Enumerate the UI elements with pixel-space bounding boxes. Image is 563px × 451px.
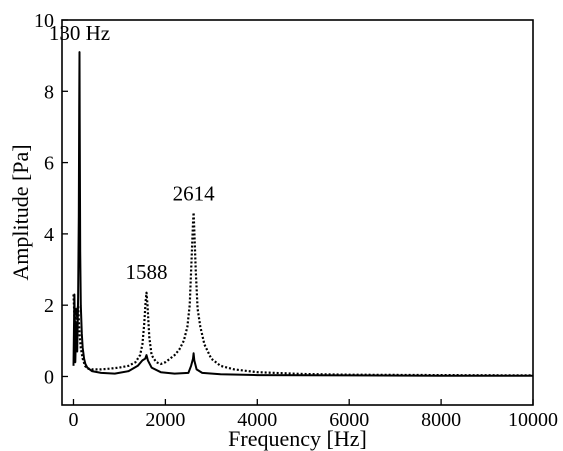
axes-layer: 0 2000 4000 6000 8000 10000 0 2 4 6 8 10 — [34, 10, 558, 431]
x-tick-label: 4000 — [237, 409, 277, 431]
y-tick-label: 4 — [44, 224, 54, 246]
y-tick-label: 6 — [44, 153, 54, 175]
x-tick-label: 0 — [68, 409, 78, 431]
annotation-layer: 130 Hz 1588 2614 — [49, 21, 215, 284]
y-tick-label: 8 — [44, 81, 54, 103]
x-tick-label: 6000 — [329, 409, 369, 431]
peak-annotation: 2614 — [173, 182, 216, 206]
x-axis-label: Frequency [Hz] — [228, 426, 367, 451]
peak-annotation: 1588 — [125, 260, 167, 284]
x-tick-label: 10000 — [508, 409, 558, 431]
y-tick-label: 0 — [44, 366, 54, 388]
y-tick-label: 2 — [44, 295, 54, 317]
plot-frame — [61, 19, 534, 406]
peak-annotation: 130 Hz — [49, 21, 110, 45]
x-tick-label: 8000 — [421, 409, 461, 431]
y-tick-label: 10 — [34, 10, 54, 32]
solid-series-line — [72, 51, 533, 377]
y-axis-label: Amplitude [Pa] — [8, 144, 33, 280]
series-layer — [72, 51, 534, 377]
dotted-series-line — [72, 211, 534, 377]
x-tick-label: 2000 — [145, 409, 185, 431]
